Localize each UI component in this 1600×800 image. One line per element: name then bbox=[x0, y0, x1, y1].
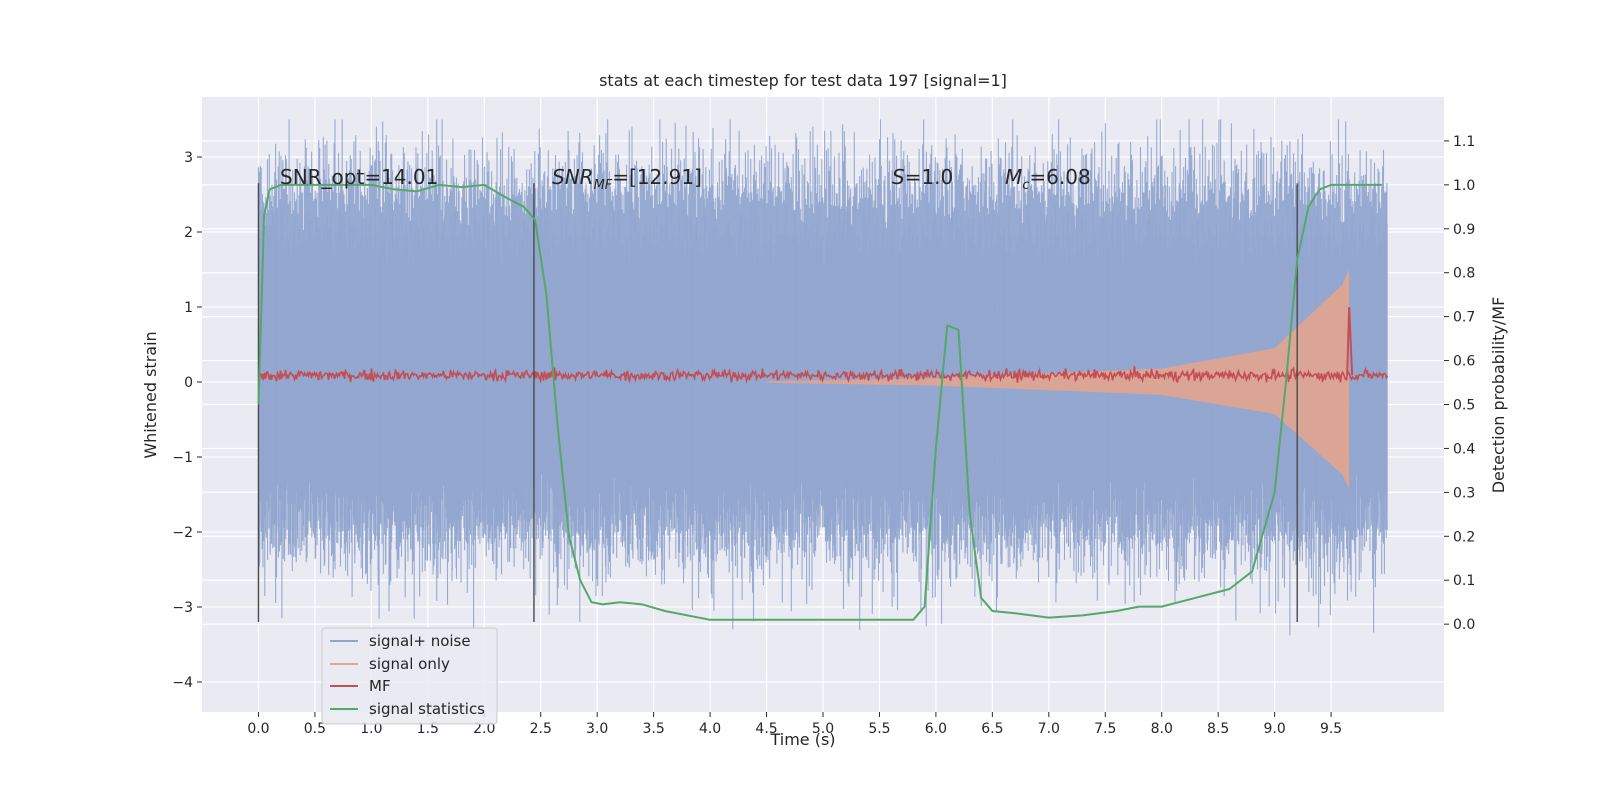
right-y-tick-label: 0.5 bbox=[1453, 398, 1475, 414]
left-y-tick-label: −1 bbox=[172, 450, 193, 466]
x-tick-label: 2.5 bbox=[530, 721, 552, 737]
x-tick-label: 8.0 bbox=[1151, 721, 1173, 737]
x-tick-label: 0.0 bbox=[247, 721, 269, 737]
left-y-tick-label: −4 bbox=[172, 675, 193, 691]
x-tick-label: 3.0 bbox=[586, 721, 608, 737]
right-y-tick-label: 0.4 bbox=[1453, 441, 1475, 457]
x-tick-label: 9.0 bbox=[1264, 721, 1286, 737]
left-y-tick-label: −2 bbox=[172, 525, 193, 541]
right-y-tick-label: 1.0 bbox=[1453, 178, 1475, 194]
x-tick-label: 4.0 bbox=[699, 721, 721, 737]
annotation-mc-value: =6.08 bbox=[1029, 165, 1090, 189]
x-tick-label: 0.5 bbox=[304, 721, 326, 737]
signal-statistics-series bbox=[257, 183, 1382, 621]
x-tick-label: 9.5 bbox=[1320, 721, 1342, 737]
left-y-tick-label: −3 bbox=[172, 600, 193, 616]
legend-label-signal-noise: signal+ noise bbox=[369, 632, 471, 650]
legend-box bbox=[321, 627, 498, 725]
x-tick-label: 6.0 bbox=[925, 721, 947, 737]
annotation-s-symbol: S bbox=[892, 165, 905, 189]
right-y-tick-label: 0.3 bbox=[1453, 485, 1475, 501]
annotation-s-value: =1.0 bbox=[905, 165, 954, 189]
legend-label-signal-statistics: signal statistics bbox=[369, 700, 485, 718]
left-y-axis-label: Whitened strain bbox=[141, 331, 160, 458]
legend-label-mf: MF bbox=[369, 677, 391, 695]
annotation-mc: Mc=6.08 bbox=[1005, 165, 1091, 193]
legend-label-signal-only: signal only bbox=[369, 655, 450, 673]
right-y-tick-label: 1.1 bbox=[1453, 134, 1475, 150]
mf-peak bbox=[1346, 306, 1354, 376]
x-tick-label: 4.5 bbox=[755, 721, 777, 737]
annotation-snr-mf-subscript: MF bbox=[594, 178, 613, 193]
x-tick-label: 8.5 bbox=[1207, 721, 1229, 737]
signal-only-envelope bbox=[766, 269, 1350, 489]
right-y-axis-label: Detection probability/MF bbox=[1489, 297, 1508, 494]
x-tick-label: 7.0 bbox=[1038, 721, 1060, 737]
x-tick-label: 5.5 bbox=[868, 721, 890, 737]
x-tick-label: 1.0 bbox=[360, 721, 382, 737]
x-axis-label: Time (s) bbox=[769, 730, 835, 749]
right-y-tick-label: 0.0 bbox=[1453, 617, 1475, 633]
x-tick-label: 7.5 bbox=[1094, 721, 1116, 737]
left-y-tick-label: 1 bbox=[184, 300, 193, 316]
left-y-axis-ticks: −4 −3 −2 −1 0 1 2 3 bbox=[172, 150, 202, 691]
annotation-snr-mf-value: =[12.91] bbox=[612, 165, 702, 189]
right-y-tick-label: 0.8 bbox=[1453, 266, 1475, 282]
x-tick-label: 5.0 bbox=[812, 721, 834, 737]
legend: signal+ noise signal only MF signal stat… bbox=[321, 627, 498, 725]
signal-statistics-line bbox=[257, 183, 1382, 621]
annotation-snr-mf: SNRMF=[12.91] bbox=[552, 165, 702, 193]
x-tick-label: 2.0 bbox=[473, 721, 495, 737]
right-y-tick-label: 0.6 bbox=[1453, 354, 1475, 370]
signal-only-series bbox=[766, 269, 1350, 489]
x-tick-label: 1.5 bbox=[417, 721, 439, 737]
chart-title: stats at each timestep for test data 197… bbox=[599, 71, 1007, 90]
right-y-axis-ticks: 0.0 0.1 0.2 0.3 0.4 0.5 0.6 0.7 0.8 0.9 1.0 1.1 bbox=[1444, 134, 1475, 633]
mf-trace bbox=[257, 366, 1389, 384]
x-tick-label: 6.5 bbox=[981, 721, 1003, 737]
x-tick-label: 3.5 bbox=[643, 721, 665, 737]
annotation-snr-mf-symbol: SNR bbox=[552, 165, 594, 189]
annotation-s: S=1.0 bbox=[892, 165, 953, 189]
left-y-tick-label: 2 bbox=[184, 225, 193, 241]
right-y-tick-label: 0.1 bbox=[1453, 573, 1475, 589]
x-axis-ticks: 0.0 0.5 1.0 1.5 2.0 2.5 3.0 3.5 4.0 4.5 5.0 5.5 6.0 6… bbox=[247, 712, 1342, 737]
annotation-mc-subscript: c bbox=[1022, 178, 1029, 193]
left-y-tick-label: 3 bbox=[184, 150, 193, 166]
annotation-mc-symbol: M bbox=[1005, 165, 1022, 189]
right-y-tick-label: 0.7 bbox=[1453, 310, 1475, 326]
right-y-tick-label: 0.9 bbox=[1453, 222, 1475, 238]
right-y-tick-label: 0.2 bbox=[1453, 529, 1475, 545]
left-y-tick-label: 0 bbox=[184, 375, 193, 391]
annotation-snr-opt: SNR_opt=14.01 bbox=[280, 165, 438, 189]
mf-series bbox=[257, 306, 1389, 384]
